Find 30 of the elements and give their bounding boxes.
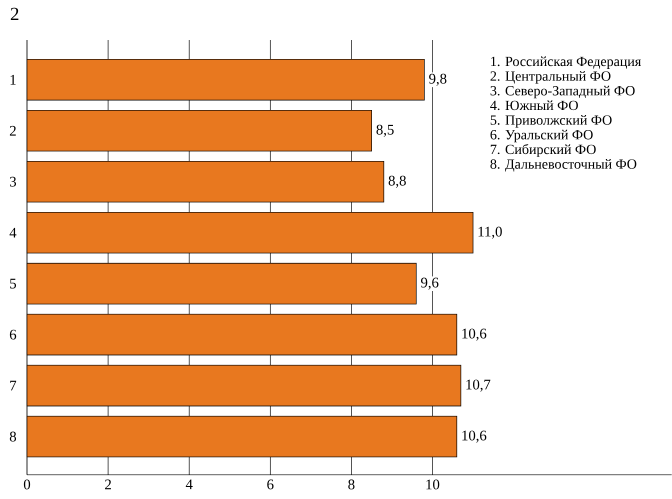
data-label: 9,8 [429,74,446,86]
x-tick-label: 4 [186,480,193,490]
data-label: 10,6 [462,328,486,341]
data-label: 11,0 [478,226,502,239]
y-tick-label: 6 [10,330,16,340]
data-label: 10,7 [466,380,490,392]
y-tick-label: 3 [10,176,16,187]
annotation: 8. Дальневосточный ФО [490,159,636,172]
annotation: 7. Сибирский ФО [490,144,596,158]
annotation: 6. Уральский ФО [490,130,593,142]
x-tick-label: 8 [348,480,354,490]
annotation: 5. Приволжский ФО [490,115,612,128]
data-label: 8,8 [388,176,406,188]
y-tick-label: 4 [10,228,16,238]
y-tick-label: 8 [10,432,16,442]
y-tick-label: 5 [10,278,16,289]
x-tick-label: 0 [24,480,30,490]
annotation: 2. Центральный ФО [490,71,610,84]
annotation: 1. Российская Федерация [491,56,642,70]
annotation: 3. Северо-Западный ФО [490,86,635,98]
y-tick-label: 2 [10,126,16,136]
data-label: 9,6 [421,278,438,290]
x-tick-label: 2 [105,480,111,490]
data-label: 8,5 [376,124,394,137]
x-tick-label: 6 [267,480,274,490]
annotation: 4. Южный ФО [490,100,578,110]
y-tick-label: 7 [10,380,16,390]
y-tick-label: 1 [10,75,16,85]
data-label: 10,6 [462,430,486,443]
x-tick-label: 10 [426,480,440,490]
